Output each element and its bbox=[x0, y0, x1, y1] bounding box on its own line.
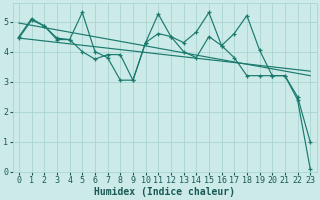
X-axis label: Humidex (Indice chaleur): Humidex (Indice chaleur) bbox=[94, 186, 235, 197]
